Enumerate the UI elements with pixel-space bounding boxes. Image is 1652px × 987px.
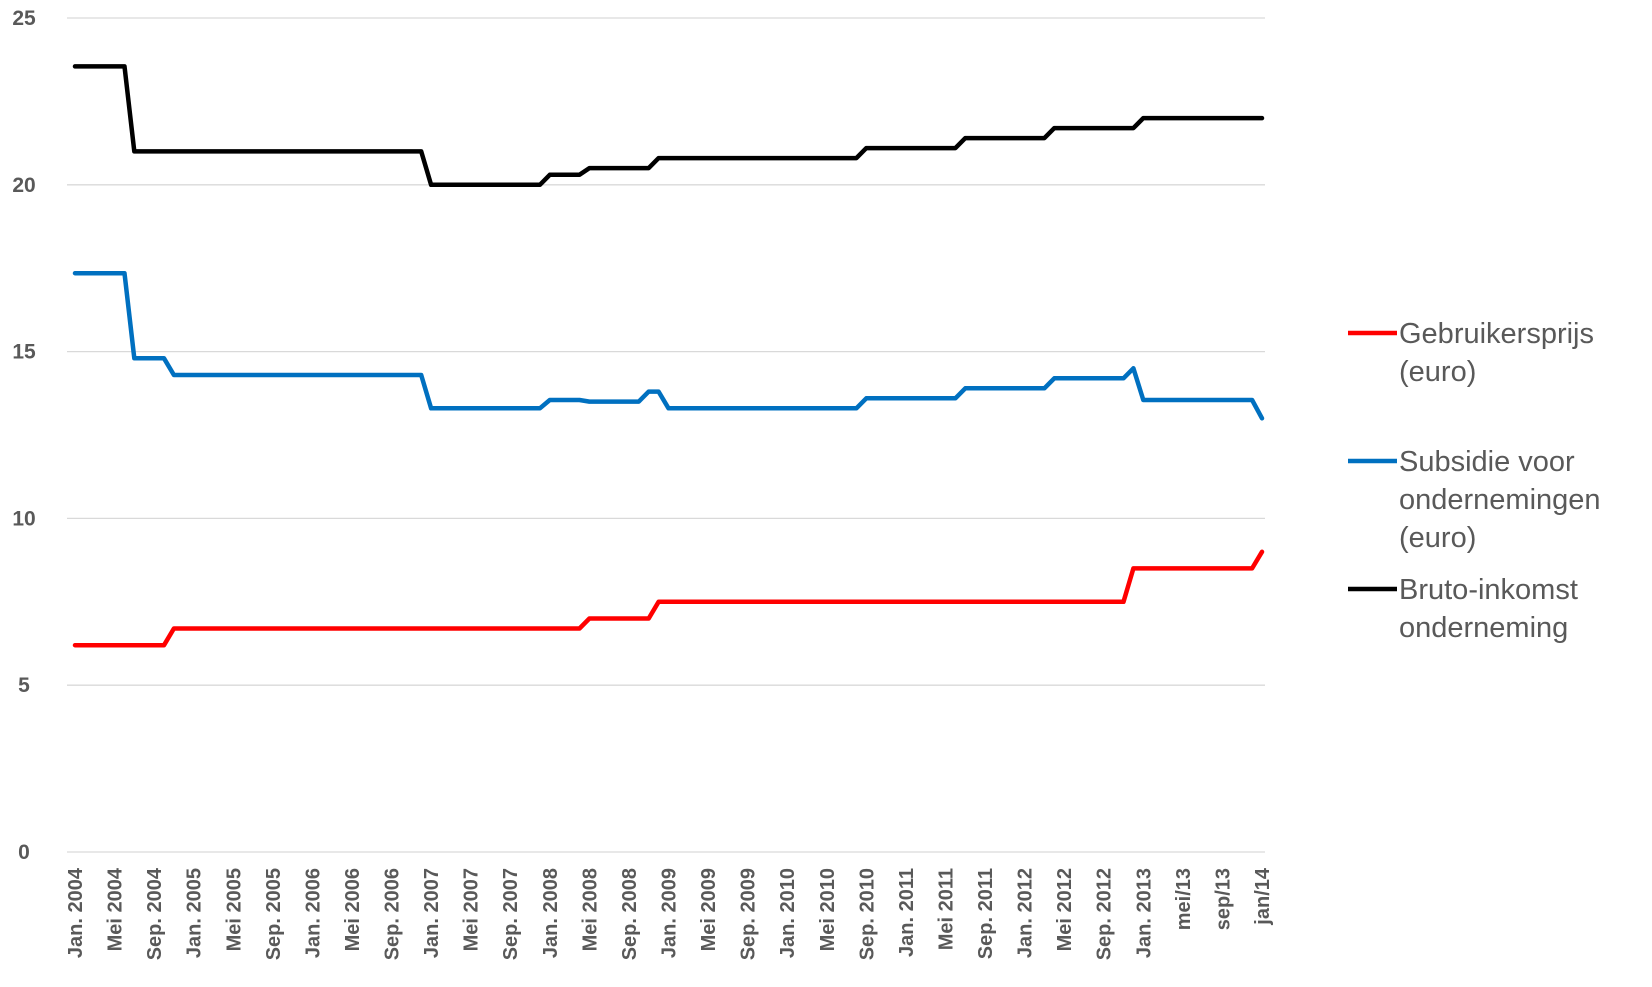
x-tick-label: Mei 2007 <box>461 868 483 951</box>
legend-label-line: Subsidie voor <box>1399 446 1575 478</box>
legend-label-line: (euro) <box>1399 522 1476 554</box>
x-tick-label: Mei 2012 <box>1054 868 1076 951</box>
x-tick-label: Sep. 2009 <box>738 868 760 960</box>
legend-label-subsidie-voor-ondernemingen-euro: Subsidie voor ondernemingen (euro) <box>1399 446 1601 554</box>
x-tick-label: Jan. 2013 <box>1133 868 1155 958</box>
x-tick-label: Mei 2004 <box>105 867 127 951</box>
x-tick-label: Mei 2009 <box>698 868 720 951</box>
legend: Gebruikersprijs (euro) Subsidie voor ondern… <box>1348 318 1601 644</box>
x-tick-label: Jan. 2007 <box>421 868 443 958</box>
x-tick-label: Sep. 2008 <box>619 868 641 960</box>
x-tick-label: Mei 2011 <box>935 868 957 950</box>
y-tick-label: 15 <box>12 341 36 364</box>
x-tick-label: Mei 2010 <box>817 868 839 951</box>
x-tick-label: Jan. 2012 <box>1015 868 1037 958</box>
x-tick-label: Sep. 2005 <box>263 868 285 960</box>
y-tick-label: 25 <box>12 7 36 30</box>
x-tick-label: Sep. 2004 <box>144 867 166 960</box>
x-tick-label: Jan. 2010 <box>777 868 799 958</box>
x-tick-label: Sep. 2011 <box>975 868 997 959</box>
y-tick-label: 5 <box>18 674 30 697</box>
legend-label-line: (euro) <box>1399 356 1476 388</box>
x-tick-label: Sep. 2006 <box>382 868 404 960</box>
legend-label-line: Gebruikersprijs <box>1399 318 1594 350</box>
series-line-bruto-inkomst-onderneming <box>72 64 1265 188</box>
legend-label-bruto-inkomst-onderneming: Bruto-inkomst onderneming <box>1399 574 1578 644</box>
x-tick-label: Sep. 2010 <box>856 868 878 960</box>
x-tick-label: sep/13 <box>1212 868 1234 930</box>
x-tick-label: Jan. 2009 <box>659 868 681 958</box>
legend-label-gebruikersprijs-euro: Gebruikersprijs (euro) <box>1399 318 1594 388</box>
x-tick-label: Mei 2006 <box>342 868 364 951</box>
legend-label-line: ondernemingen <box>1399 484 1601 516</box>
x-tick-label: Jan. 2004 <box>65 867 87 958</box>
legend-label-line: onderneming <box>1399 612 1568 644</box>
y-axis-tick-labels: 0 5 10 15 20 25 <box>12 7 36 864</box>
y-tick-label: 0 <box>18 841 30 864</box>
y-tick-label: 20 <box>12 174 35 197</box>
x-tick-label: Jan. 2008 <box>540 868 562 958</box>
x-tick-label: jan/14 <box>1252 867 1274 926</box>
x-tick-label: Mei 2005 <box>223 868 245 951</box>
gridlines <box>67 17 1265 853</box>
x-tick-label: Mei 2008 <box>579 868 601 951</box>
x-tick-label: mei/13 <box>1173 868 1195 930</box>
x-tick-label: Sep. 2007 <box>500 868 522 960</box>
x-axis-tick-labels: Jan. 2004 Mei 2004 Sep. 2004 Jan. 2005 Mei 2… <box>65 867 1274 960</box>
series-line-gebruikersprijs-euro <box>72 549 1265 648</box>
y-tick-label: 10 <box>12 507 35 530</box>
series-line-subsidie-voor-ondernemingen-euro <box>72 270 1265 421</box>
x-tick-label: Sep. 2012 <box>1094 868 1116 960</box>
x-tick-label: Jan. 2005 <box>184 868 206 958</box>
x-tick-label: Jan. 2006 <box>302 868 324 958</box>
legend-label-line: Bruto-inkomst <box>1399 574 1578 606</box>
x-tick-label: Jan. 2011 <box>896 868 918 957</box>
series-lines <box>72 64 1265 648</box>
